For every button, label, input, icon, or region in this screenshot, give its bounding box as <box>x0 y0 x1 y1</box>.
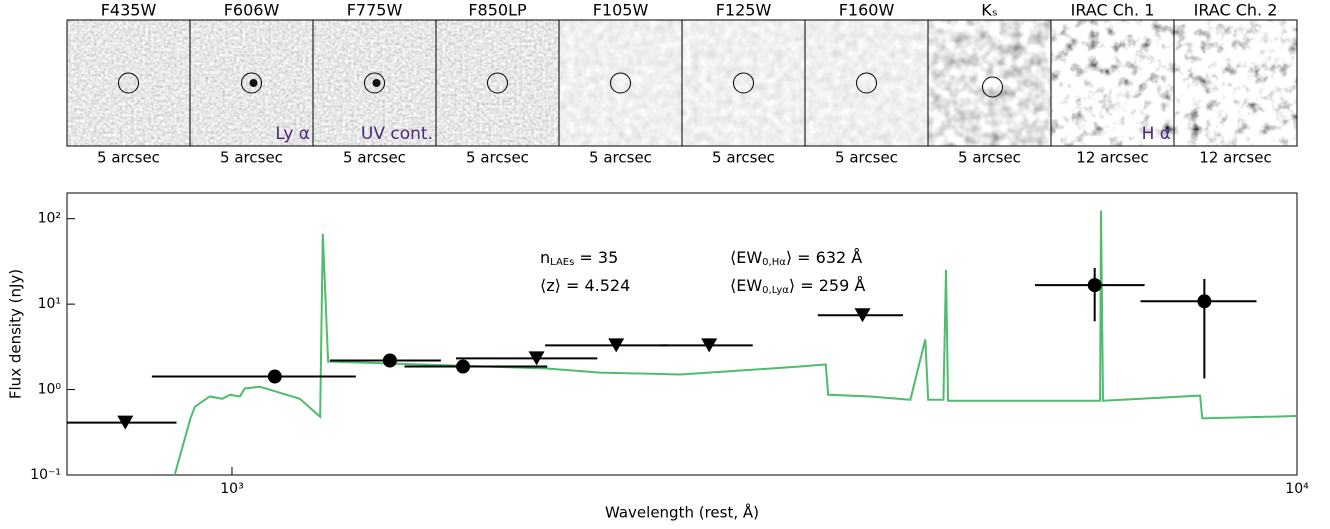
scale-label: 5 arcsec <box>343 149 406 167</box>
stamp-image <box>928 20 1051 146</box>
plot-frame <box>66 192 1298 476</box>
filter-label: IRAC Ch. 1 <box>1071 1 1155 20</box>
annotation-tail: ⟩ = 632 Å <box>786 248 862 267</box>
aperture <box>118 72 139 94</box>
annotation-main: ⟨EW <box>730 248 762 267</box>
detection <box>1087 278 1102 293</box>
annotation-main: n <box>540 248 550 267</box>
scale-label: 5 arcsec <box>712 149 775 167</box>
filter-label: Kₛ <box>981 1 997 20</box>
annotation-tail: = 35 <box>574 248 618 267</box>
aperture <box>982 76 1003 98</box>
annotation: ⟨EW0,Hα⟩ = 632 Å <box>730 248 862 269</box>
filter-label: F775W <box>347 1 403 20</box>
y-axis-label: Flux density (nJy) <box>7 269 25 399</box>
annotation-tail: = 4.524 <box>561 276 630 295</box>
scale-label: 5 arcsec <box>466 149 529 167</box>
stamp-image <box>436 20 559 146</box>
aperture <box>364 72 385 94</box>
scale-label: 12 arcsec <box>1076 149 1148 167</box>
annotation: nLAEs = 35 <box>540 248 618 269</box>
upper-limit <box>528 351 545 366</box>
stamp-note: H α <box>1142 124 1171 144</box>
stamp-image <box>559 20 682 146</box>
stamp-image <box>1051 20 1174 146</box>
filter-label: IRAC Ch. 2 <box>1194 1 1278 20</box>
scale-label: 5 arcsec <box>835 149 898 167</box>
aperture <box>241 72 262 94</box>
stamp-image <box>805 20 928 146</box>
aperture <box>856 72 877 94</box>
filter-label: F435W <box>101 1 157 20</box>
annotation-main: ⟨z⟩ <box>540 276 561 295</box>
sed-line <box>173 210 1297 475</box>
y-tick-label: 10⁻¹ <box>30 467 61 483</box>
scale-label: 12 arcsec <box>1199 149 1271 167</box>
detection <box>382 353 397 368</box>
filter-label: F850LP <box>468 1 527 20</box>
upper-limit <box>701 338 718 353</box>
detection <box>1197 294 1212 309</box>
filter-label: F606W <box>224 1 280 20</box>
aperture <box>487 72 508 94</box>
stamp-note: UV cont. <box>361 124 433 144</box>
annotation: ⟨z⟩ = 4.524 <box>540 276 630 295</box>
scale-label: 5 arcsec <box>958 149 1021 167</box>
stamp-row: F435W 5 arcsec F606W 5 arcsec Ly α F775W 5 arc… <box>66 1 1298 167</box>
x-tick-label: 10³ <box>220 481 243 497</box>
annotation-main: ⟨EW <box>730 276 762 295</box>
source-blob <box>249 79 258 87</box>
annotation-tail: ⟩ = 259 Å <box>789 276 865 295</box>
x-tick-label: 10⁴ <box>1285 481 1309 497</box>
scale-label: 5 arcsec <box>97 149 160 167</box>
sed-plot: 10³ 10⁴ 10⁻¹ 10⁰ 10¹ 10² Wavelength (rest, Å) F… <box>7 192 1309 522</box>
aperture <box>733 72 754 94</box>
filter-label: F105W <box>593 1 649 20</box>
annotation-sub: LAEs <box>550 257 574 268</box>
y-tick-label: 10¹ <box>38 296 61 312</box>
y-tick-label: 10⁰ <box>38 382 62 398</box>
detection <box>267 369 282 384</box>
scale-label: 5 arcsec <box>220 149 283 167</box>
aperture <box>610 72 631 94</box>
stamp-note: Ly α <box>275 124 310 144</box>
upper-limit <box>854 308 871 323</box>
x-axis-label: Wavelength (rest, Å) <box>605 503 759 522</box>
detection <box>456 359 471 374</box>
source-blob <box>372 79 381 87</box>
annotation-sub: 0,Lyα <box>762 285 789 296</box>
upper-limit <box>608 338 625 353</box>
stamp-frame <box>1173 19 1298 147</box>
stamp-image <box>1174 20 1297 146</box>
annotation-sub: 0,Hα <box>762 257 786 268</box>
plot-area <box>67 210 1297 475</box>
annotation: ⟨EW0,Lyα⟩ = 259 Å <box>730 276 865 297</box>
stamp-image <box>682 20 805 146</box>
scale-label: 5 arcsec <box>589 149 652 167</box>
upper-limit <box>117 415 134 430</box>
y-tick-label: 10² <box>38 211 61 227</box>
stamp-image <box>67 20 190 146</box>
filter-label: F160W <box>839 1 895 20</box>
filter-label: F125W <box>716 1 772 20</box>
